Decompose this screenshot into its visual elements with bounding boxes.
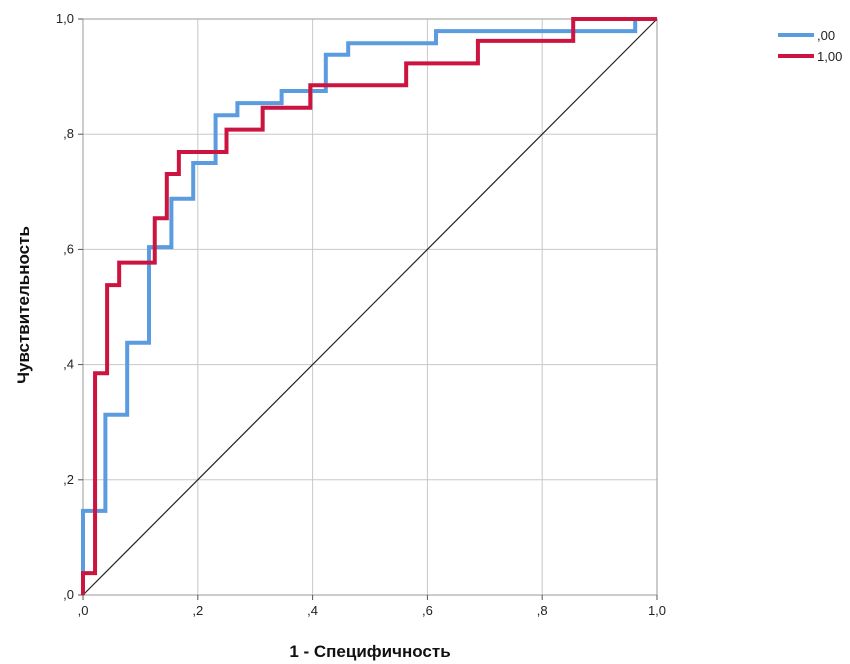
y-tick-label: ,8 [63, 126, 74, 141]
y-tick-label: ,4 [63, 357, 74, 372]
y-tick-label: ,2 [63, 472, 74, 487]
x-axis-ticks: ,0 ,2 ,4 ,6 ,8 1,0 [78, 595, 666, 618]
y-tick-label: ,6 [63, 241, 74, 256]
legend: ,00 1,00 [778, 28, 842, 64]
x-tick-label: ,8 [537, 603, 548, 618]
x-axis-title: 1 - Специфичность [289, 642, 450, 661]
series-group [81, 17, 657, 595]
legend-label-1: ,00 [817, 28, 835, 43]
y-tick-label: ,0 [63, 587, 74, 602]
x-tick-label: ,6 [422, 603, 433, 618]
grid-lines [83, 19, 657, 595]
y-tick-label: 1,0 [56, 11, 74, 26]
y-axis-title: Чувствительность [14, 226, 33, 384]
x-tick-label: ,4 [307, 603, 318, 618]
series-line-2 [81, 17, 657, 595]
x-tick-label: ,0 [78, 603, 89, 618]
reference-line-group [82, 18, 658, 596]
series-line-1 [81, 17, 657, 595]
x-tick-label: ,2 [192, 603, 203, 618]
x-tick-label: 1,0 [648, 603, 666, 618]
plot-frame [82, 18, 658, 596]
legend-label-2: 1,00 [817, 49, 842, 64]
reference-diagonal-line [82, 18, 658, 596]
y-axis-ticks: ,0 ,2 ,4 ,6 ,8 1,0 [56, 11, 83, 602]
